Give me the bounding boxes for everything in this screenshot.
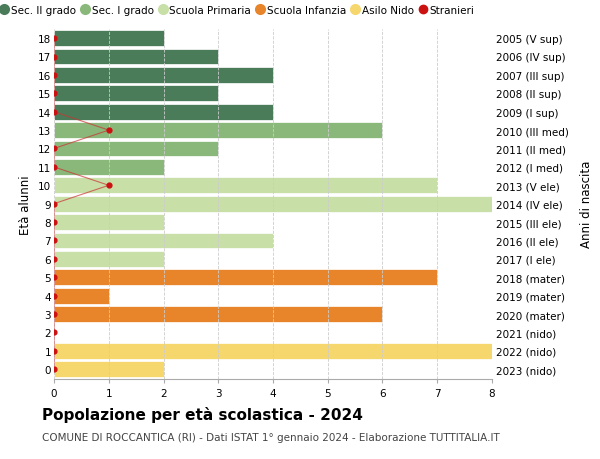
Point [49,201,59,208]
Point [49,292,59,300]
Point [49,274,59,281]
Y-axis label: Età alunni: Età alunni [19,174,32,234]
Bar [54,288,109,304]
Text: COMUNE DI ROCCANTICA (RI) - Dati ISTAT 1° gennaio 2024 - Elaborazione TUTTITALIA: COMUNE DI ROCCANTICA (RI) - Dati ISTAT 1… [42,432,500,442]
Bar [54,105,273,120]
Point [104,127,113,134]
Point [49,237,59,245]
Point [49,256,59,263]
Text: Popolazione per età scolastica - 2024: Popolazione per età scolastica - 2024 [42,406,363,422]
Bar [54,160,163,175]
Bar [54,307,383,322]
Bar [54,233,273,249]
Bar [54,178,437,194]
Bar [54,215,163,230]
Point [49,347,59,355]
Legend: Sec. II grado, Sec. I grado, Scuola Primaria, Scuola Infanzia, Asilo Nido, Stran: Sec. II grado, Sec. I grado, Scuola Prim… [2,6,474,16]
Bar [54,343,492,359]
Bar [54,31,163,47]
Bar [54,68,273,84]
Y-axis label: Anni di nascita: Anni di nascita [580,161,593,248]
Bar [54,50,218,65]
Point [49,329,59,336]
Bar [54,362,163,377]
Point [49,366,59,373]
Point [104,182,113,190]
Point [49,35,59,43]
Bar [54,196,520,212]
Bar [54,270,437,285]
Point [49,109,59,116]
Point [49,90,59,98]
Point [49,146,59,153]
Point [49,219,59,226]
Point [49,311,59,318]
Point [49,72,59,79]
Bar [54,86,218,102]
Bar [54,252,163,267]
Bar [54,141,218,157]
Bar [54,123,383,139]
Point [49,164,59,171]
Point [49,54,59,61]
